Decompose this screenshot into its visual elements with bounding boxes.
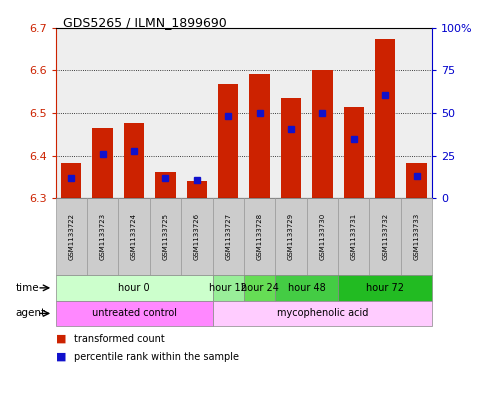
- Text: ■: ■: [56, 334, 66, 344]
- Text: GSM1133723: GSM1133723: [99, 213, 106, 260]
- Text: GSM1133730: GSM1133730: [319, 213, 326, 261]
- Text: GSM1133726: GSM1133726: [194, 213, 200, 260]
- Text: GSM1133729: GSM1133729: [288, 213, 294, 260]
- Text: transformed count: transformed count: [74, 334, 165, 344]
- Text: hour 48: hour 48: [288, 283, 326, 293]
- Text: GSM1133722: GSM1133722: [68, 213, 74, 260]
- Text: hour 24: hour 24: [241, 283, 279, 293]
- Bar: [61, 163, 82, 198]
- Text: time: time: [15, 283, 39, 293]
- Bar: [343, 107, 364, 198]
- Bar: [155, 172, 176, 198]
- Text: untreated control: untreated control: [92, 309, 176, 318]
- Bar: [186, 180, 207, 198]
- Text: GSM1133727: GSM1133727: [225, 213, 231, 260]
- Bar: [406, 163, 427, 198]
- Bar: [124, 123, 144, 198]
- Text: mycophenolic acid: mycophenolic acid: [277, 309, 368, 318]
- Bar: [249, 73, 270, 198]
- Bar: [218, 84, 239, 198]
- Text: percentile rank within the sample: percentile rank within the sample: [74, 352, 239, 362]
- Bar: [92, 128, 113, 198]
- Text: hour 72: hour 72: [366, 283, 404, 293]
- Text: GDS5265 / ILMN_1899690: GDS5265 / ILMN_1899690: [63, 16, 227, 29]
- Text: GSM1133724: GSM1133724: [131, 213, 137, 260]
- Text: GSM1133728: GSM1133728: [256, 213, 263, 260]
- Text: ■: ■: [56, 352, 66, 362]
- Text: GSM1133731: GSM1133731: [351, 213, 357, 261]
- Bar: [281, 98, 301, 198]
- Bar: [375, 39, 396, 198]
- Text: hour 0: hour 0: [118, 283, 150, 293]
- Bar: [312, 70, 333, 198]
- Text: GSM1133733: GSM1133733: [413, 213, 420, 261]
- Text: GSM1133732: GSM1133732: [382, 213, 388, 260]
- Text: agent: agent: [15, 309, 45, 318]
- Text: GSM1133725: GSM1133725: [162, 213, 169, 260]
- Text: hour 12: hour 12: [209, 283, 247, 293]
